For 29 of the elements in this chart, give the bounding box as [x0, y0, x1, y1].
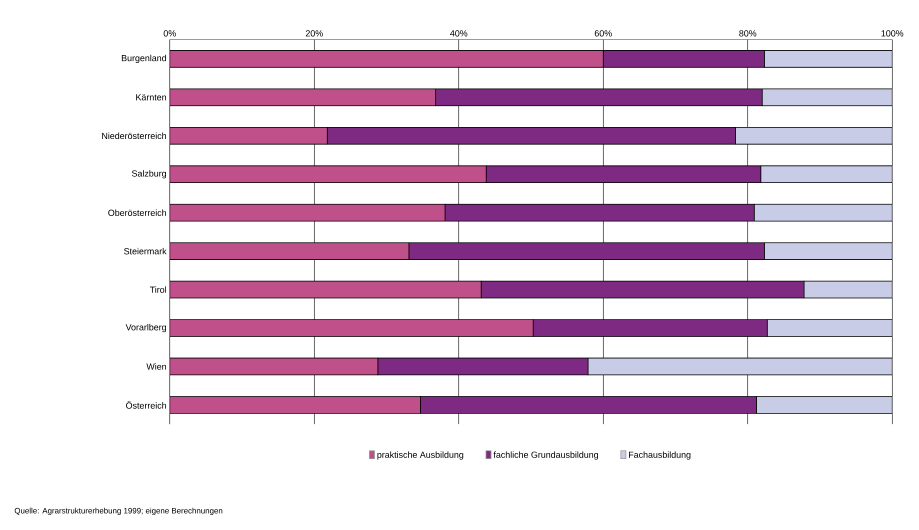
y-tick-label: Steiermark	[124, 248, 167, 254]
y-tick-label: Burgenland	[122, 54, 166, 63]
y-tick-label: Oberösterreich	[108, 209, 166, 216]
bar	[170, 50, 604, 68]
y-tick-label: Wien	[146, 363, 166, 370]
legend-label: Fachausbildung	[628, 451, 690, 460]
y-tick-label: Vorarlberg	[126, 324, 166, 332]
y-tick-label: Niederösterreich	[102, 132, 166, 139]
bar	[170, 319, 534, 337]
x-tick-label: 40%	[450, 30, 468, 36]
bar	[170, 88, 436, 106]
bar	[170, 280, 482, 298]
bar	[170, 126, 328, 145]
x-tick-label: 60%	[594, 30, 612, 36]
y-tick-label: Salzburg	[132, 170, 166, 178]
bar	[170, 165, 487, 183]
bar	[170, 242, 410, 260]
y-tick-label: Österreich	[126, 401, 166, 409]
legend-label: praktische Ausbildung	[377, 451, 464, 460]
legend-label: fachliche Grundausbildung	[494, 451, 598, 460]
bar	[170, 358, 378, 376]
x-tick-label: 80%	[739, 30, 756, 36]
y-tick-label: Kärnten	[136, 94, 166, 100]
x-tick-label: 20%	[306, 30, 323, 36]
bar	[170, 396, 421, 414]
y-tick-label: Tirol	[150, 286, 166, 293]
x-tick-label: 0%	[164, 30, 176, 36]
x-tick-label: 100%	[882, 30, 904, 36]
bar	[170, 204, 446, 222]
